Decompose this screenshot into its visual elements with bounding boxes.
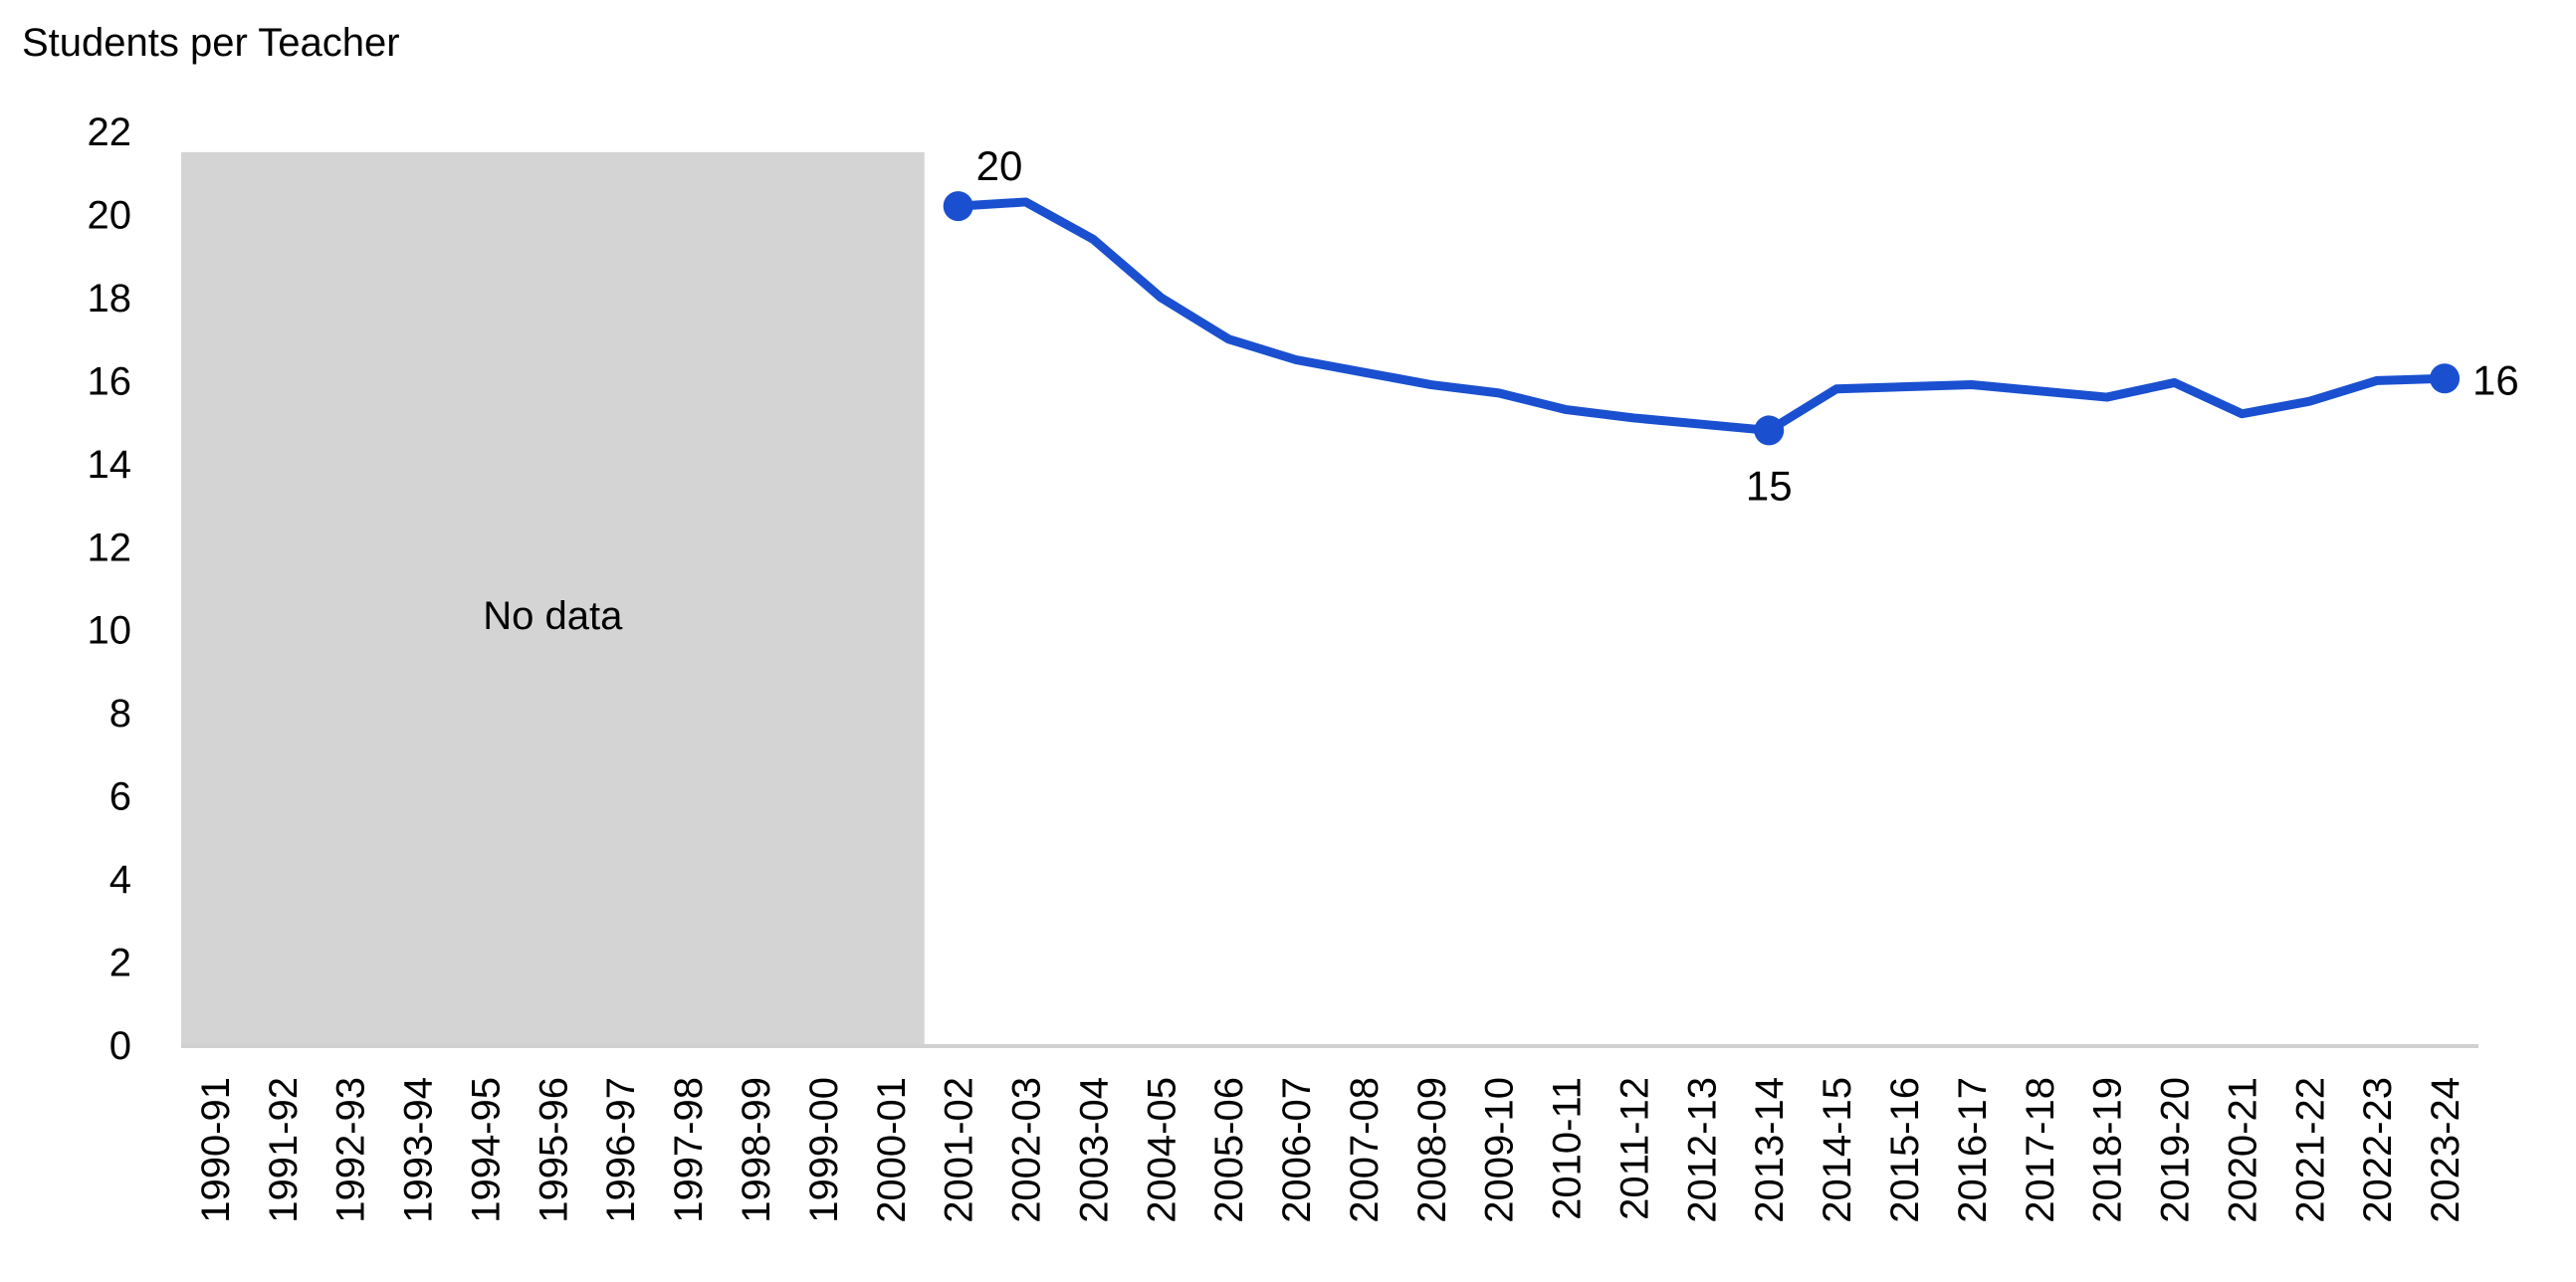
x-tick-label: 2008-09 [1410, 1077, 1454, 1223]
x-tick-label: 2006-07 [1275, 1077, 1319, 1223]
point-labels: 20 15 16 [976, 142, 2519, 509]
x-tick-label: 1996-97 [599, 1077, 643, 1223]
x-tick-label: 2017-18 [2019, 1077, 2062, 1223]
x-tick-label: 2005-06 [1207, 1077, 1251, 1223]
x-tick-label: 2000-01 [870, 1077, 914, 1223]
x-tick-label: 2007-08 [1343, 1077, 1387, 1223]
x-tick-label: 2003-04 [1072, 1077, 1116, 1223]
x-tick-label: 1994-95 [464, 1077, 508, 1223]
point-label: 20 [976, 142, 1023, 189]
x-tick-label: 2010-11 [1546, 1077, 1590, 1220]
x-tick-label: 1990-91 [194, 1077, 238, 1223]
x-axis-ticks: 1990-91 1991-92 1992-93 1993-94 1994-95 1995-… [194, 1077, 2468, 1223]
x-tick-label: 1992-93 [329, 1077, 373, 1223]
x-tick-label: 2020-21 [2221, 1077, 2264, 1223]
y-tick-label: 16 [88, 359, 132, 403]
x-tick-label: 2004-05 [1140, 1077, 1183, 1223]
y-axis-ticks: 0 2 4 6 8 10 12 14 16 18 20 22 [88, 110, 132, 1068]
x-tick-label: 1995-96 [532, 1077, 575, 1223]
y-tick-label: 2 [109, 942, 131, 985]
y-tick-label: 20 [88, 193, 132, 237]
x-tick-label: 1998-99 [735, 1077, 778, 1223]
y-tick-label: 22 [88, 110, 132, 154]
x-tick-label: 2021-22 [2288, 1077, 2332, 1223]
x-tick-label: 1997-98 [667, 1077, 711, 1223]
point-marker [943, 191, 973, 222]
y-tick-label: 8 [109, 692, 131, 736]
x-tick-label: 2002-03 [1005, 1077, 1049, 1223]
no-data-region [181, 151, 925, 1045]
x-tick-label: 2016-17 [1951, 1077, 1995, 1223]
x-tick-label: 2015-16 [1883, 1077, 1927, 1223]
y-tick-label: 6 [109, 775, 131, 819]
point-label: 16 [2472, 356, 2519, 403]
y-tick-label: 4 [109, 858, 131, 902]
y-axis-title: Students per Teacher [22, 21, 400, 65]
point-label: 15 [1746, 462, 1793, 509]
x-tick-label: 2013-14 [1748, 1077, 1792, 1223]
y-tick-label: 10 [88, 609, 132, 653]
series-line [954, 197, 2450, 435]
y-tick-label: 0 [109, 1024, 131, 1068]
x-tick-label: 2009-10 [1478, 1077, 1522, 1223]
x-tick-label: 1999-00 [802, 1077, 846, 1223]
no-data-label: No data [483, 594, 623, 638]
x-tick-label: 2001-02 [938, 1077, 981, 1223]
y-tick-label: 14 [88, 443, 132, 487]
x-tick-label: 1993-94 [397, 1077, 441, 1223]
point-markers [943, 191, 2461, 446]
y-tick-label: 12 [88, 526, 132, 569]
x-tick-label: 2011-12 [1612, 1077, 1656, 1220]
x-tick-label: 2012-13 [1680, 1077, 1724, 1223]
x-tick-label: 2023-24 [2424, 1077, 2468, 1223]
x-tick-label: 2022-23 [2356, 1077, 2400, 1223]
x-tick-label: 2018-19 [2086, 1077, 2130, 1223]
point-marker [1754, 415, 1785, 446]
y-tick-label: 18 [88, 277, 132, 320]
x-tick-label: 2014-15 [1816, 1077, 1859, 1223]
x-tick-label: 1991-92 [262, 1077, 306, 1223]
point-marker [2430, 363, 2461, 394]
x-tick-label: 2019-20 [2154, 1077, 2198, 1223]
